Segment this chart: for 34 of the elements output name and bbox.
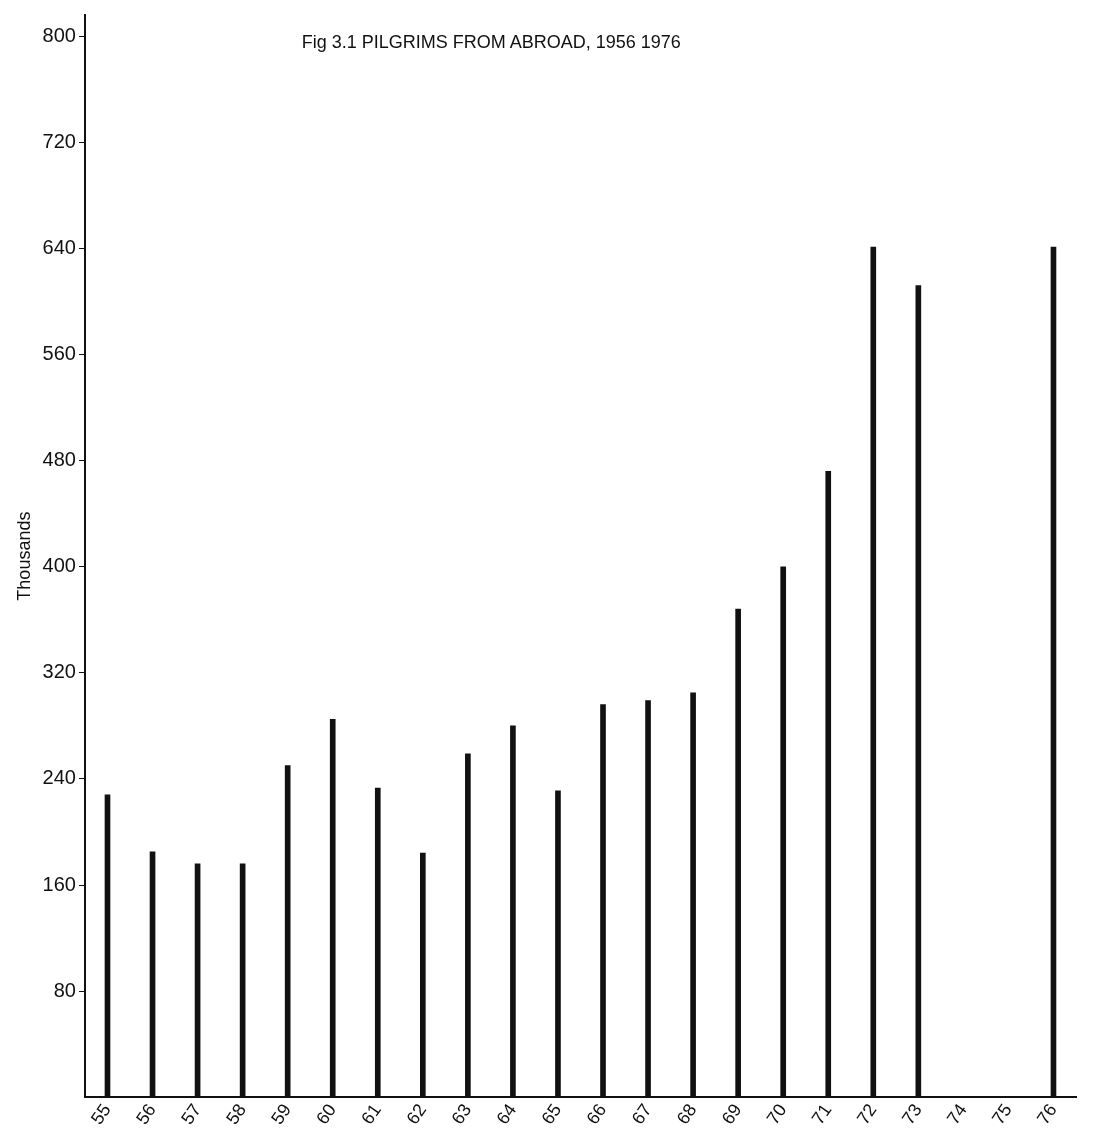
y-tick-label: 800 [42, 23, 76, 46]
x-tick-label: 57 [177, 1100, 205, 1128]
y-tick-label: 160 [42, 872, 76, 895]
x-tick-label: 75 [987, 1100, 1016, 1128]
x-tick-label: 67 [627, 1100, 656, 1128]
y-tick-label: 640 [42, 235, 76, 258]
x-tick-label: 64 [492, 1100, 521, 1128]
y-tick-label: 560 [42, 342, 76, 365]
text: Fig 3.1 PILGRIMS FROM ABROAD, 1956 1976 [301, 31, 681, 52]
x-tick-label: 74 [942, 1100, 971, 1128]
x-tick-label: 60 [312, 1100, 341, 1128]
y-tick-label: 720 [42, 129, 76, 152]
x-tick-label: 71 [807, 1100, 836, 1128]
x-tick-label: 66 [582, 1100, 611, 1128]
x-tick-label: 62 [402, 1100, 431, 1128]
x-tick-label: 59 [267, 1100, 296, 1128]
y-tick-label: 240 [42, 766, 76, 789]
x-tick-label: 72 [852, 1100, 881, 1128]
x-tick-label: 65 [537, 1100, 566, 1128]
y-tick-label: 400 [42, 554, 76, 577]
x-tick-label: 58 [222, 1100, 250, 1128]
x-tick-label: 63 [447, 1100, 476, 1128]
x-tick-label: 76 [1032, 1100, 1061, 1128]
y-axis-title: Thousands [13, 511, 34, 601]
y-tick-label: 480 [42, 448, 76, 471]
x-tick-label: 70 [762, 1100, 791, 1128]
x-tick-label: 68 [672, 1100, 701, 1128]
x-tick-label: 73 [897, 1100, 926, 1128]
y-tick-label: 320 [42, 660, 76, 683]
x-tick-label: 55 [86, 1100, 115, 1128]
x-tick-label: 69 [717, 1100, 746, 1128]
x-tick-label: 56 [132, 1100, 160, 1128]
y-tick-label: 80 [53, 978, 76, 1001]
x-tick-label: 61 [357, 1100, 386, 1128]
